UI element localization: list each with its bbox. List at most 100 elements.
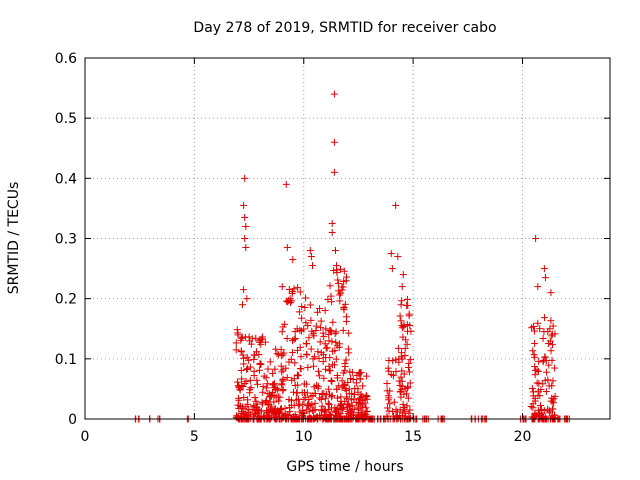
data-point <box>298 314 306 322</box>
y-tick-label: 0.1 <box>55 352 77 368</box>
data-point <box>356 375 364 383</box>
data-point <box>259 383 267 391</box>
data-point <box>302 319 310 327</box>
data-point <box>404 394 412 402</box>
data-point <box>311 399 319 407</box>
data-point <box>288 348 296 356</box>
data-point <box>283 244 291 252</box>
data-point <box>326 414 334 422</box>
data-point <box>347 396 355 404</box>
data-point <box>313 308 321 316</box>
data-point <box>333 394 341 402</box>
y-tick-label: 0 <box>68 412 77 428</box>
data-point <box>398 367 406 375</box>
data-point <box>304 363 312 371</box>
data-point <box>394 253 402 261</box>
data-point <box>398 385 406 393</box>
data-point <box>530 322 538 330</box>
data-point <box>290 285 298 293</box>
data-point <box>549 322 557 330</box>
data-point <box>274 393 282 401</box>
data-point <box>311 353 319 361</box>
data-point <box>403 302 411 310</box>
data-point <box>406 356 414 364</box>
data-point <box>268 392 276 400</box>
data-point <box>244 400 252 408</box>
data-point <box>244 409 252 417</box>
data-point <box>319 351 327 359</box>
data-point <box>403 295 411 303</box>
data-point <box>247 384 255 392</box>
data-point <box>404 383 412 391</box>
data-point <box>258 398 266 406</box>
data-point <box>278 410 286 418</box>
data-point <box>541 274 549 282</box>
data-point <box>309 330 317 338</box>
data-point <box>291 411 299 419</box>
data-point <box>238 409 246 417</box>
data-point <box>283 334 291 342</box>
data-point <box>351 384 359 392</box>
data-point <box>328 404 336 412</box>
data-point <box>271 385 279 393</box>
data-point <box>296 288 304 296</box>
data-point <box>308 401 316 409</box>
data-point <box>354 388 362 396</box>
data-point <box>319 329 327 337</box>
data-point <box>362 372 370 380</box>
data-point <box>383 380 391 388</box>
data-point <box>390 398 398 406</box>
data-point <box>345 329 353 337</box>
data-point <box>531 395 539 403</box>
y-axis-ticks: 0 0.1 0.2 0.3 0.4 0.5 0.6 <box>55 51 610 428</box>
data-point <box>297 327 305 335</box>
data-point <box>327 376 335 384</box>
data-point <box>332 408 340 416</box>
data-point <box>342 313 350 321</box>
data-point <box>253 400 261 408</box>
data-point <box>294 284 302 292</box>
x-tick-label: 5 <box>190 429 199 445</box>
data-point <box>399 271 407 279</box>
data-point <box>387 371 395 379</box>
data-point <box>310 362 318 370</box>
data-point <box>307 345 315 353</box>
data-point <box>399 409 407 417</box>
data-point <box>256 338 264 346</box>
data-point <box>240 405 248 413</box>
data-point <box>313 381 321 389</box>
data-point <box>264 365 272 373</box>
data-point <box>244 365 252 373</box>
data-point <box>298 303 306 311</box>
data-point <box>547 347 555 355</box>
data-point <box>540 314 548 322</box>
data-point <box>318 390 326 398</box>
data-point <box>347 411 355 419</box>
data-point <box>279 366 287 374</box>
data-point <box>322 365 330 373</box>
data-point <box>385 356 393 364</box>
data-point <box>536 392 544 400</box>
data-point <box>278 283 286 291</box>
data-point <box>251 410 259 418</box>
data-point <box>253 409 261 417</box>
data-point <box>307 392 315 400</box>
data-point <box>342 356 350 364</box>
data-point <box>309 262 316 270</box>
data-point <box>286 403 294 411</box>
data-point <box>293 389 301 397</box>
data-point <box>302 406 310 414</box>
data-point <box>332 355 340 363</box>
data-point <box>321 408 329 416</box>
data-point <box>400 390 408 398</box>
data-point <box>236 386 244 394</box>
data-point <box>550 399 558 407</box>
data-point <box>300 380 308 388</box>
data-point <box>339 369 347 377</box>
data-point <box>243 353 251 361</box>
data-point <box>262 384 270 392</box>
data-point <box>250 351 258 359</box>
data-point <box>392 356 400 364</box>
data-point <box>384 364 392 372</box>
data-point <box>392 201 400 209</box>
